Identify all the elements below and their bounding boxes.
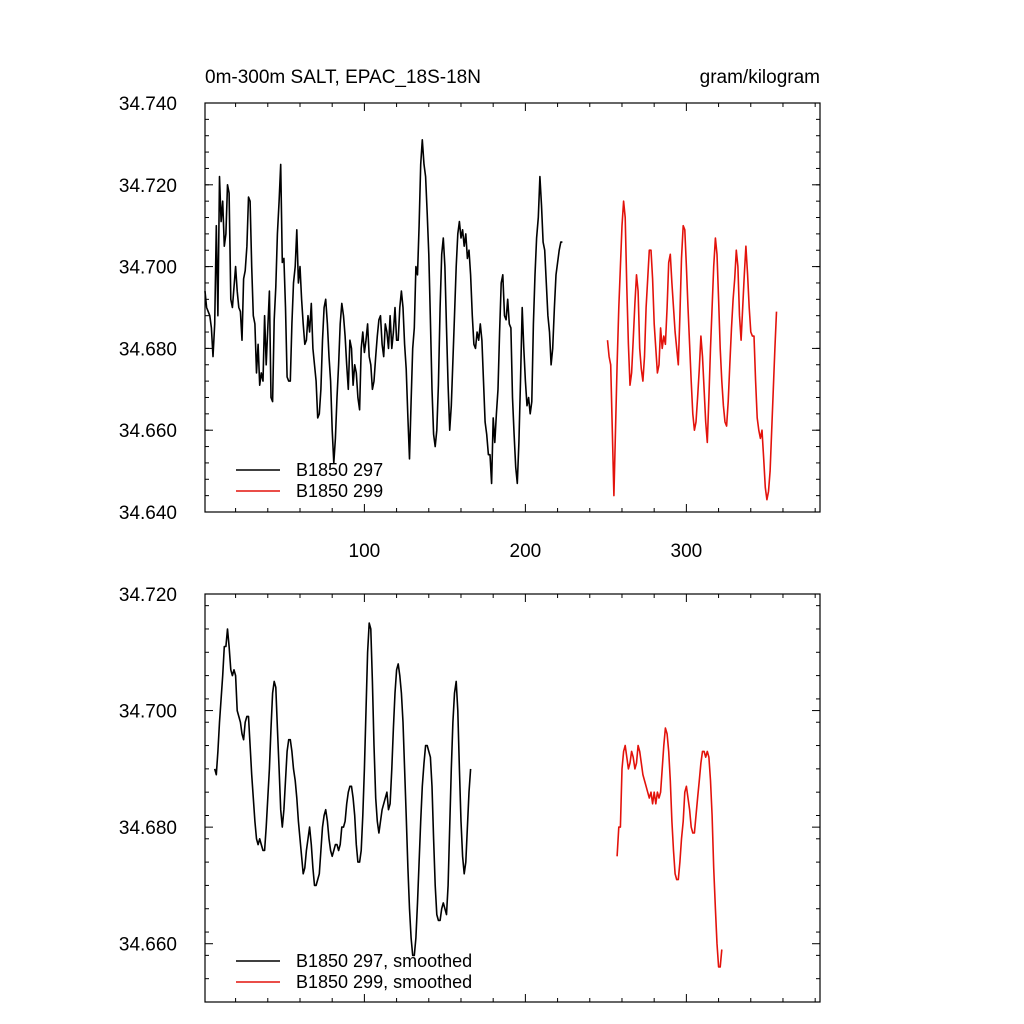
tick-group: 34.640 34.660 34.680 34.700 34.720 34.740 100 2… (119, 94, 820, 562)
legend-label-297: B1850 297 (296, 460, 383, 480)
plot-frame (204, 102, 821, 513)
y-tick-label: 34.680 (119, 818, 177, 839)
legend-label-299-smoothed: B1850 299, smoothed (296, 972, 472, 992)
y-tick-label: 34.660 (119, 935, 177, 956)
y-tick-label: 34.700 (119, 258, 177, 279)
x-tick-label: 100 (349, 541, 381, 562)
y-tick-label: 34.720 (119, 176, 177, 197)
legend-label-297-smoothed: B1850 297, smoothed (296, 951, 472, 971)
tick-group: 34.660 34.680 34.700 34.720 (119, 585, 820, 1003)
series-line-red (606, 200, 778, 501)
y-tick-label: 34.740 (119, 94, 177, 115)
series-line-black (213, 622, 472, 957)
panel-bottom: 34.660 34.680 34.700 34.720 B1850 297, smoo… (119, 585, 821, 1003)
legend: B1850 297 B1850 299 (236, 460, 383, 501)
series-line-black (204, 139, 563, 485)
x-tick-label: 300 (671, 541, 703, 562)
series-group (204, 139, 778, 501)
y-tick-label: 34.720 (119, 585, 177, 606)
y-tick-label: 34.700 (119, 702, 177, 723)
series-group (213, 622, 723, 968)
chart-title: 0m-300m SALT, EPAC_18S-18N (205, 67, 481, 88)
legend-label-299: B1850 299 (296, 481, 383, 501)
y-tick-label: 34.640 (119, 503, 177, 524)
y-tick-label: 34.680 (119, 339, 177, 360)
legend: B1850 297, smoothed B1850 299, smoothed (236, 951, 472, 992)
panel-top: 0m-300m SALT, EPAC_18S-18N gram/kilogram… (119, 67, 821, 562)
series-line-red (616, 727, 723, 968)
x-tick-label: 200 (510, 541, 542, 562)
chart-units-label: gram/kilogram (700, 67, 820, 88)
y-tick-label: 34.660 (119, 421, 177, 442)
plot-frame (204, 593, 821, 1003)
